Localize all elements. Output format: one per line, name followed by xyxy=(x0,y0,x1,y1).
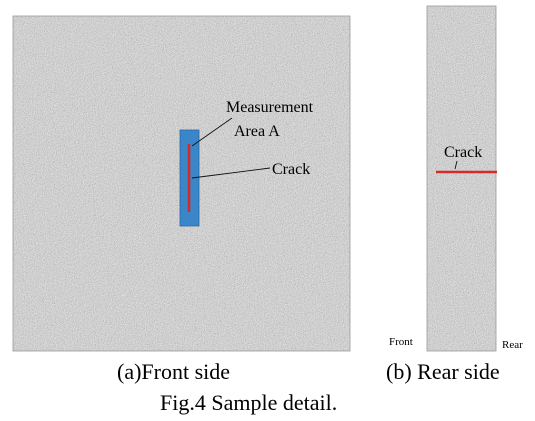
area-a-label: Area A xyxy=(234,123,280,140)
front-outline xyxy=(12,15,351,352)
rear-crack-label: Crack xyxy=(444,144,482,161)
rear-side-caption: (b) Rear side xyxy=(386,359,500,384)
front-edge-label: Front xyxy=(389,336,413,348)
rear-crack-leader xyxy=(454,160,458,170)
crack-leader-line xyxy=(191,167,271,179)
rear-outline xyxy=(426,5,497,352)
figure-caption: Fig.4 Sample detail. xyxy=(160,390,337,415)
rear-edge-label: Rear xyxy=(502,339,523,351)
front-side-caption: (a)Front side xyxy=(117,359,230,384)
front-crack-label: Crack xyxy=(272,161,310,178)
measurement-leader-line xyxy=(191,117,233,147)
front-specimen: Measurement Area A Crack xyxy=(12,15,351,352)
measurement-label: Measurement xyxy=(226,99,314,116)
rear-concrete-texture xyxy=(427,6,496,351)
rear-specimen: Crack Front Rear xyxy=(389,5,523,352)
